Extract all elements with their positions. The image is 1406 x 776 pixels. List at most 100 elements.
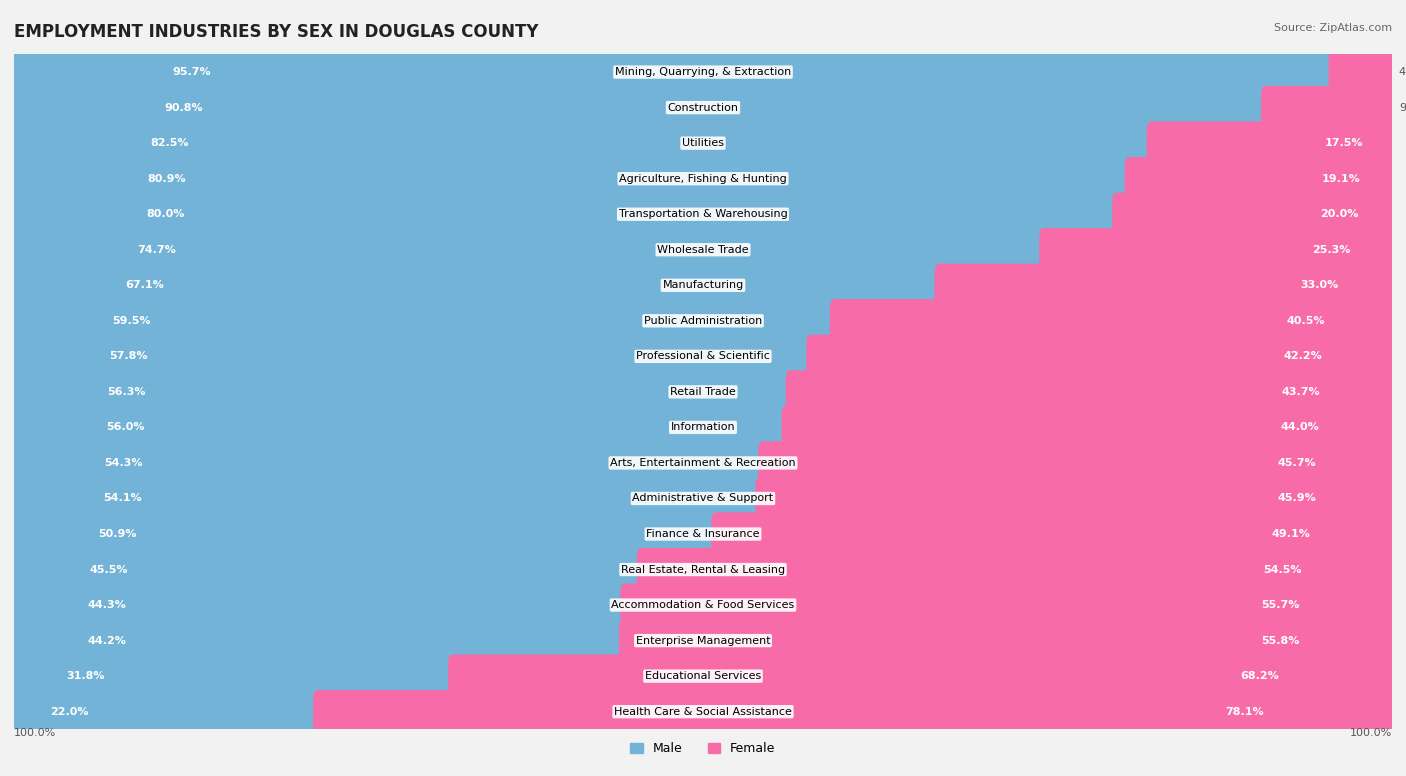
Text: 43.7%: 43.7% (1281, 387, 1320, 397)
FancyBboxPatch shape (10, 228, 1047, 272)
Text: Accommodation & Food Services: Accommodation & Food Services (612, 600, 794, 610)
FancyBboxPatch shape (10, 472, 1396, 525)
FancyBboxPatch shape (1125, 157, 1396, 200)
FancyBboxPatch shape (1261, 86, 1396, 130)
Text: Real Estate, Rental & Leasing: Real Estate, Rental & Leasing (621, 565, 785, 574)
FancyBboxPatch shape (10, 46, 1396, 99)
Text: 80.0%: 80.0% (146, 210, 184, 219)
Text: 67.1%: 67.1% (125, 280, 163, 290)
Text: 40.5%: 40.5% (1286, 316, 1324, 326)
FancyBboxPatch shape (935, 264, 1398, 307)
FancyBboxPatch shape (10, 81, 1396, 134)
Legend: Male, Female: Male, Female (626, 737, 780, 760)
FancyBboxPatch shape (1112, 192, 1396, 236)
Text: 56.0%: 56.0% (107, 422, 145, 432)
Text: 100.0%: 100.0% (14, 728, 56, 738)
Text: 44.0%: 44.0% (1281, 422, 1319, 432)
FancyBboxPatch shape (10, 258, 1396, 312)
Text: 44.2%: 44.2% (87, 636, 127, 646)
Text: 25.3%: 25.3% (1312, 244, 1350, 255)
FancyBboxPatch shape (10, 543, 1396, 596)
FancyBboxPatch shape (637, 548, 1396, 591)
FancyBboxPatch shape (10, 654, 457, 698)
FancyBboxPatch shape (10, 334, 814, 378)
Text: Agriculture, Fishing & Hunting: Agriculture, Fishing & Hunting (619, 174, 787, 184)
Text: 78.1%: 78.1% (1226, 707, 1264, 717)
Text: Retail Trade: Retail Trade (671, 387, 735, 397)
Text: 44.3%: 44.3% (87, 600, 127, 610)
Text: 59.5%: 59.5% (112, 316, 150, 326)
Text: 49.1%: 49.1% (1272, 529, 1310, 539)
FancyBboxPatch shape (10, 584, 628, 627)
Text: 33.0%: 33.0% (1301, 280, 1339, 290)
Text: 82.5%: 82.5% (150, 138, 188, 148)
FancyBboxPatch shape (449, 654, 1396, 698)
FancyBboxPatch shape (10, 619, 627, 662)
FancyBboxPatch shape (10, 223, 1396, 276)
Text: Wholesale Trade: Wholesale Trade (657, 244, 749, 255)
FancyBboxPatch shape (10, 548, 645, 591)
Text: Finance & Insurance: Finance & Insurance (647, 529, 759, 539)
Text: 50.9%: 50.9% (98, 529, 136, 539)
FancyBboxPatch shape (10, 157, 1133, 200)
Text: Administrative & Support: Administrative & Support (633, 494, 773, 504)
Text: 17.5%: 17.5% (1324, 138, 1362, 148)
FancyBboxPatch shape (755, 476, 1396, 520)
FancyBboxPatch shape (10, 685, 1396, 738)
FancyBboxPatch shape (10, 192, 1121, 236)
FancyBboxPatch shape (314, 690, 1398, 733)
Text: 54.1%: 54.1% (104, 494, 142, 504)
Text: 74.7%: 74.7% (138, 244, 176, 255)
FancyBboxPatch shape (10, 330, 1396, 383)
Text: 56.3%: 56.3% (107, 387, 146, 397)
FancyBboxPatch shape (10, 299, 838, 342)
Text: Transportation & Warehousing: Transportation & Warehousing (619, 210, 787, 219)
FancyBboxPatch shape (758, 442, 1396, 485)
Text: 55.7%: 55.7% (1261, 600, 1299, 610)
FancyBboxPatch shape (10, 122, 1154, 165)
FancyBboxPatch shape (10, 86, 1270, 130)
FancyBboxPatch shape (10, 650, 1396, 703)
FancyBboxPatch shape (10, 512, 720, 556)
Text: 4.3%: 4.3% (1399, 67, 1406, 77)
Text: 9.2%: 9.2% (1399, 102, 1406, 113)
Text: Information: Information (671, 422, 735, 432)
FancyBboxPatch shape (782, 406, 1396, 449)
FancyBboxPatch shape (10, 116, 1396, 170)
Text: 31.8%: 31.8% (66, 671, 105, 681)
FancyBboxPatch shape (711, 512, 1396, 556)
Text: Mining, Quarrying, & Extraction: Mining, Quarrying, & Extraction (614, 67, 792, 77)
Text: 20.0%: 20.0% (1320, 210, 1358, 219)
Text: Educational Services: Educational Services (645, 671, 761, 681)
Text: 45.5%: 45.5% (90, 565, 128, 574)
Text: EMPLOYMENT INDUSTRIES BY SEX IN DOUGLAS COUNTY: EMPLOYMENT INDUSTRIES BY SEX IN DOUGLAS … (14, 23, 538, 41)
Text: 45.9%: 45.9% (1277, 494, 1316, 504)
FancyBboxPatch shape (10, 400, 1396, 454)
Text: Public Administration: Public Administration (644, 316, 762, 326)
FancyBboxPatch shape (10, 690, 322, 733)
FancyBboxPatch shape (10, 614, 1396, 667)
Text: Utilities: Utilities (682, 138, 724, 148)
FancyBboxPatch shape (807, 334, 1396, 378)
FancyBboxPatch shape (10, 365, 1396, 418)
Text: Arts, Entertainment & Recreation: Arts, Entertainment & Recreation (610, 458, 796, 468)
FancyBboxPatch shape (1039, 228, 1396, 272)
FancyBboxPatch shape (830, 299, 1396, 342)
FancyBboxPatch shape (10, 188, 1396, 241)
FancyBboxPatch shape (10, 370, 794, 414)
FancyBboxPatch shape (10, 406, 790, 449)
FancyBboxPatch shape (619, 619, 1396, 662)
Text: Manufacturing: Manufacturing (662, 280, 744, 290)
FancyBboxPatch shape (10, 476, 763, 520)
FancyBboxPatch shape (786, 370, 1396, 414)
Text: 55.8%: 55.8% (1261, 636, 1299, 646)
FancyBboxPatch shape (1147, 122, 1396, 165)
Text: 42.2%: 42.2% (1284, 352, 1322, 362)
FancyBboxPatch shape (10, 508, 1396, 560)
FancyBboxPatch shape (10, 442, 766, 485)
Text: Construction: Construction (668, 102, 738, 113)
FancyBboxPatch shape (1329, 50, 1396, 94)
Text: Enterprise Management: Enterprise Management (636, 636, 770, 646)
Text: 80.9%: 80.9% (148, 174, 187, 184)
Text: 54.5%: 54.5% (1264, 565, 1302, 574)
